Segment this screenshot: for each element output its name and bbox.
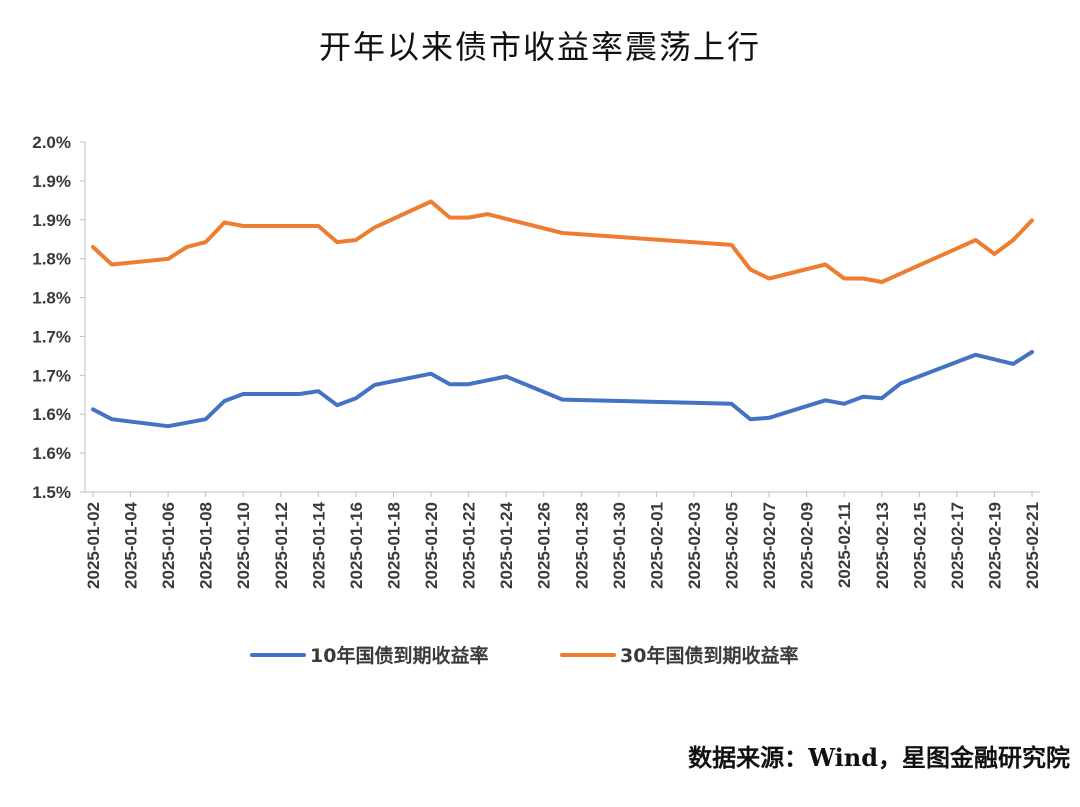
y-tick-label: 2.0% bbox=[32, 133, 71, 152]
x-tick-label: 2025-02-19 bbox=[985, 502, 1004, 589]
x-tick-label: 2025-01-28 bbox=[572, 502, 591, 589]
y-tick-label: 1.8% bbox=[32, 250, 71, 269]
y-tick-label: 1.9% bbox=[32, 211, 71, 230]
chart-title: 开年以来债市收益率震荡上行 bbox=[318, 28, 761, 66]
x-tick-label: 2025-01-14 bbox=[309, 501, 328, 589]
x-tick-label: 2025-02-21 bbox=[1023, 502, 1042, 589]
y-axis: 1.5% 1.6% 1.6% 1.7% 1.7% 1.8% 1.8% 1.9% 1.9% 2.0% bbox=[32, 133, 86, 502]
x-tick-label: 2025-02-03 bbox=[685, 502, 704, 589]
y-tick-label: 1.6% bbox=[32, 405, 71, 424]
y-tick-label: 1.7% bbox=[32, 366, 71, 385]
x-tick-label: 2025-01-02 bbox=[84, 502, 103, 589]
legend-label: 10年国债到期收益率 bbox=[310, 644, 488, 667]
x-tick-label: 2025-02-11 bbox=[835, 502, 854, 588]
y-tick-label: 1.9% bbox=[32, 172, 71, 191]
x-tick-label: 2025-01-18 bbox=[384, 502, 403, 589]
series-lines bbox=[91, 199, 1034, 429]
y-tick-label: 1.7% bbox=[32, 327, 71, 346]
x-tick-label: 2025-02-01 bbox=[647, 502, 666, 589]
y-tick-label: 1.5% bbox=[32, 483, 71, 502]
x-tick-label: 2025-01-12 bbox=[272, 502, 291, 589]
legend-label: 30年国债到期收益率 bbox=[620, 644, 798, 667]
x-tick-label: 2025-01-20 bbox=[422, 502, 441, 589]
x-tick-label: 2025-01-16 bbox=[347, 502, 366, 589]
x-tick-label: 2025-01-04 bbox=[122, 501, 141, 589]
x-tick-label: 2025-02-15 bbox=[910, 502, 929, 589]
y-tick-label: 1.8% bbox=[32, 289, 71, 308]
legend: 10年国债到期收益率 30年国债到期收益率 bbox=[250, 644, 798, 667]
x-tick-label: 2025-02-13 bbox=[873, 502, 892, 589]
x-tick-label: 2025-01-22 bbox=[460, 502, 479, 589]
series-line-10y bbox=[91, 350, 1034, 429]
x-tick-label: 2025-01-10 bbox=[234, 502, 253, 589]
x-tick-label: 2025-02-07 bbox=[760, 502, 779, 589]
x-tick-label: 2025-01-26 bbox=[535, 502, 554, 589]
x-axis: 2025-01-02 2025-01-04 2025-01-06 2025-01-08… bbox=[84, 491, 1042, 589]
x-tick-label: 2025-01-30 bbox=[610, 502, 629, 589]
x-tick-label: 2025-01-24 bbox=[497, 501, 516, 589]
x-tick-label: 2025-01-08 bbox=[197, 502, 216, 589]
x-tick-label: 2025-02-09 bbox=[798, 502, 817, 589]
source-note: 数据来源：Wind，星图金融研究院 bbox=[688, 743, 1070, 772]
y-tick-label: 1.6% bbox=[32, 444, 71, 463]
series-line-30y bbox=[91, 199, 1034, 284]
x-tick-label: 2025-01-06 bbox=[159, 502, 178, 589]
x-tick-label: 2025-02-05 bbox=[723, 502, 742, 589]
x-tick-label: 2025-02-17 bbox=[948, 502, 967, 589]
